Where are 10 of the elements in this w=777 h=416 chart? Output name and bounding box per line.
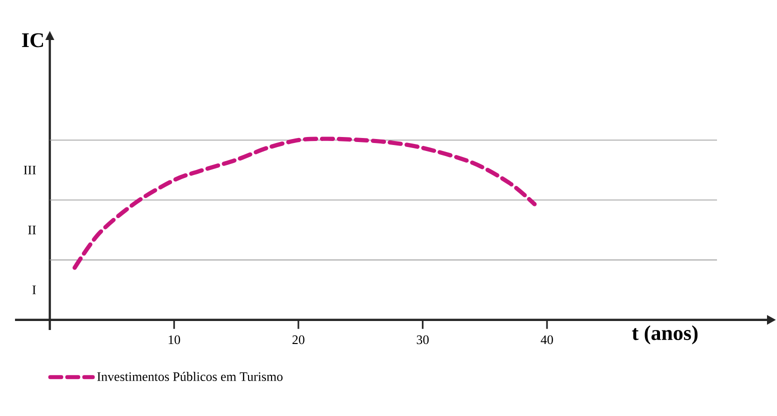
x-tick-label: 10: [168, 335, 180, 344]
x-tick-label: 40: [540, 335, 553, 344]
x-tick-label: 20: [292, 335, 304, 344]
annotation: I: [32, 286, 36, 294]
annotation: II: [28, 226, 36, 234]
x-axis-title: t (anos): [632, 325, 698, 344]
x-tick-label: 30: [416, 335, 429, 344]
legend-label: Investimentos Públicos em Turismo: [97, 372, 283, 382]
y-axis-title: IC: [22, 33, 44, 48]
annotation: III: [24, 166, 36, 174]
